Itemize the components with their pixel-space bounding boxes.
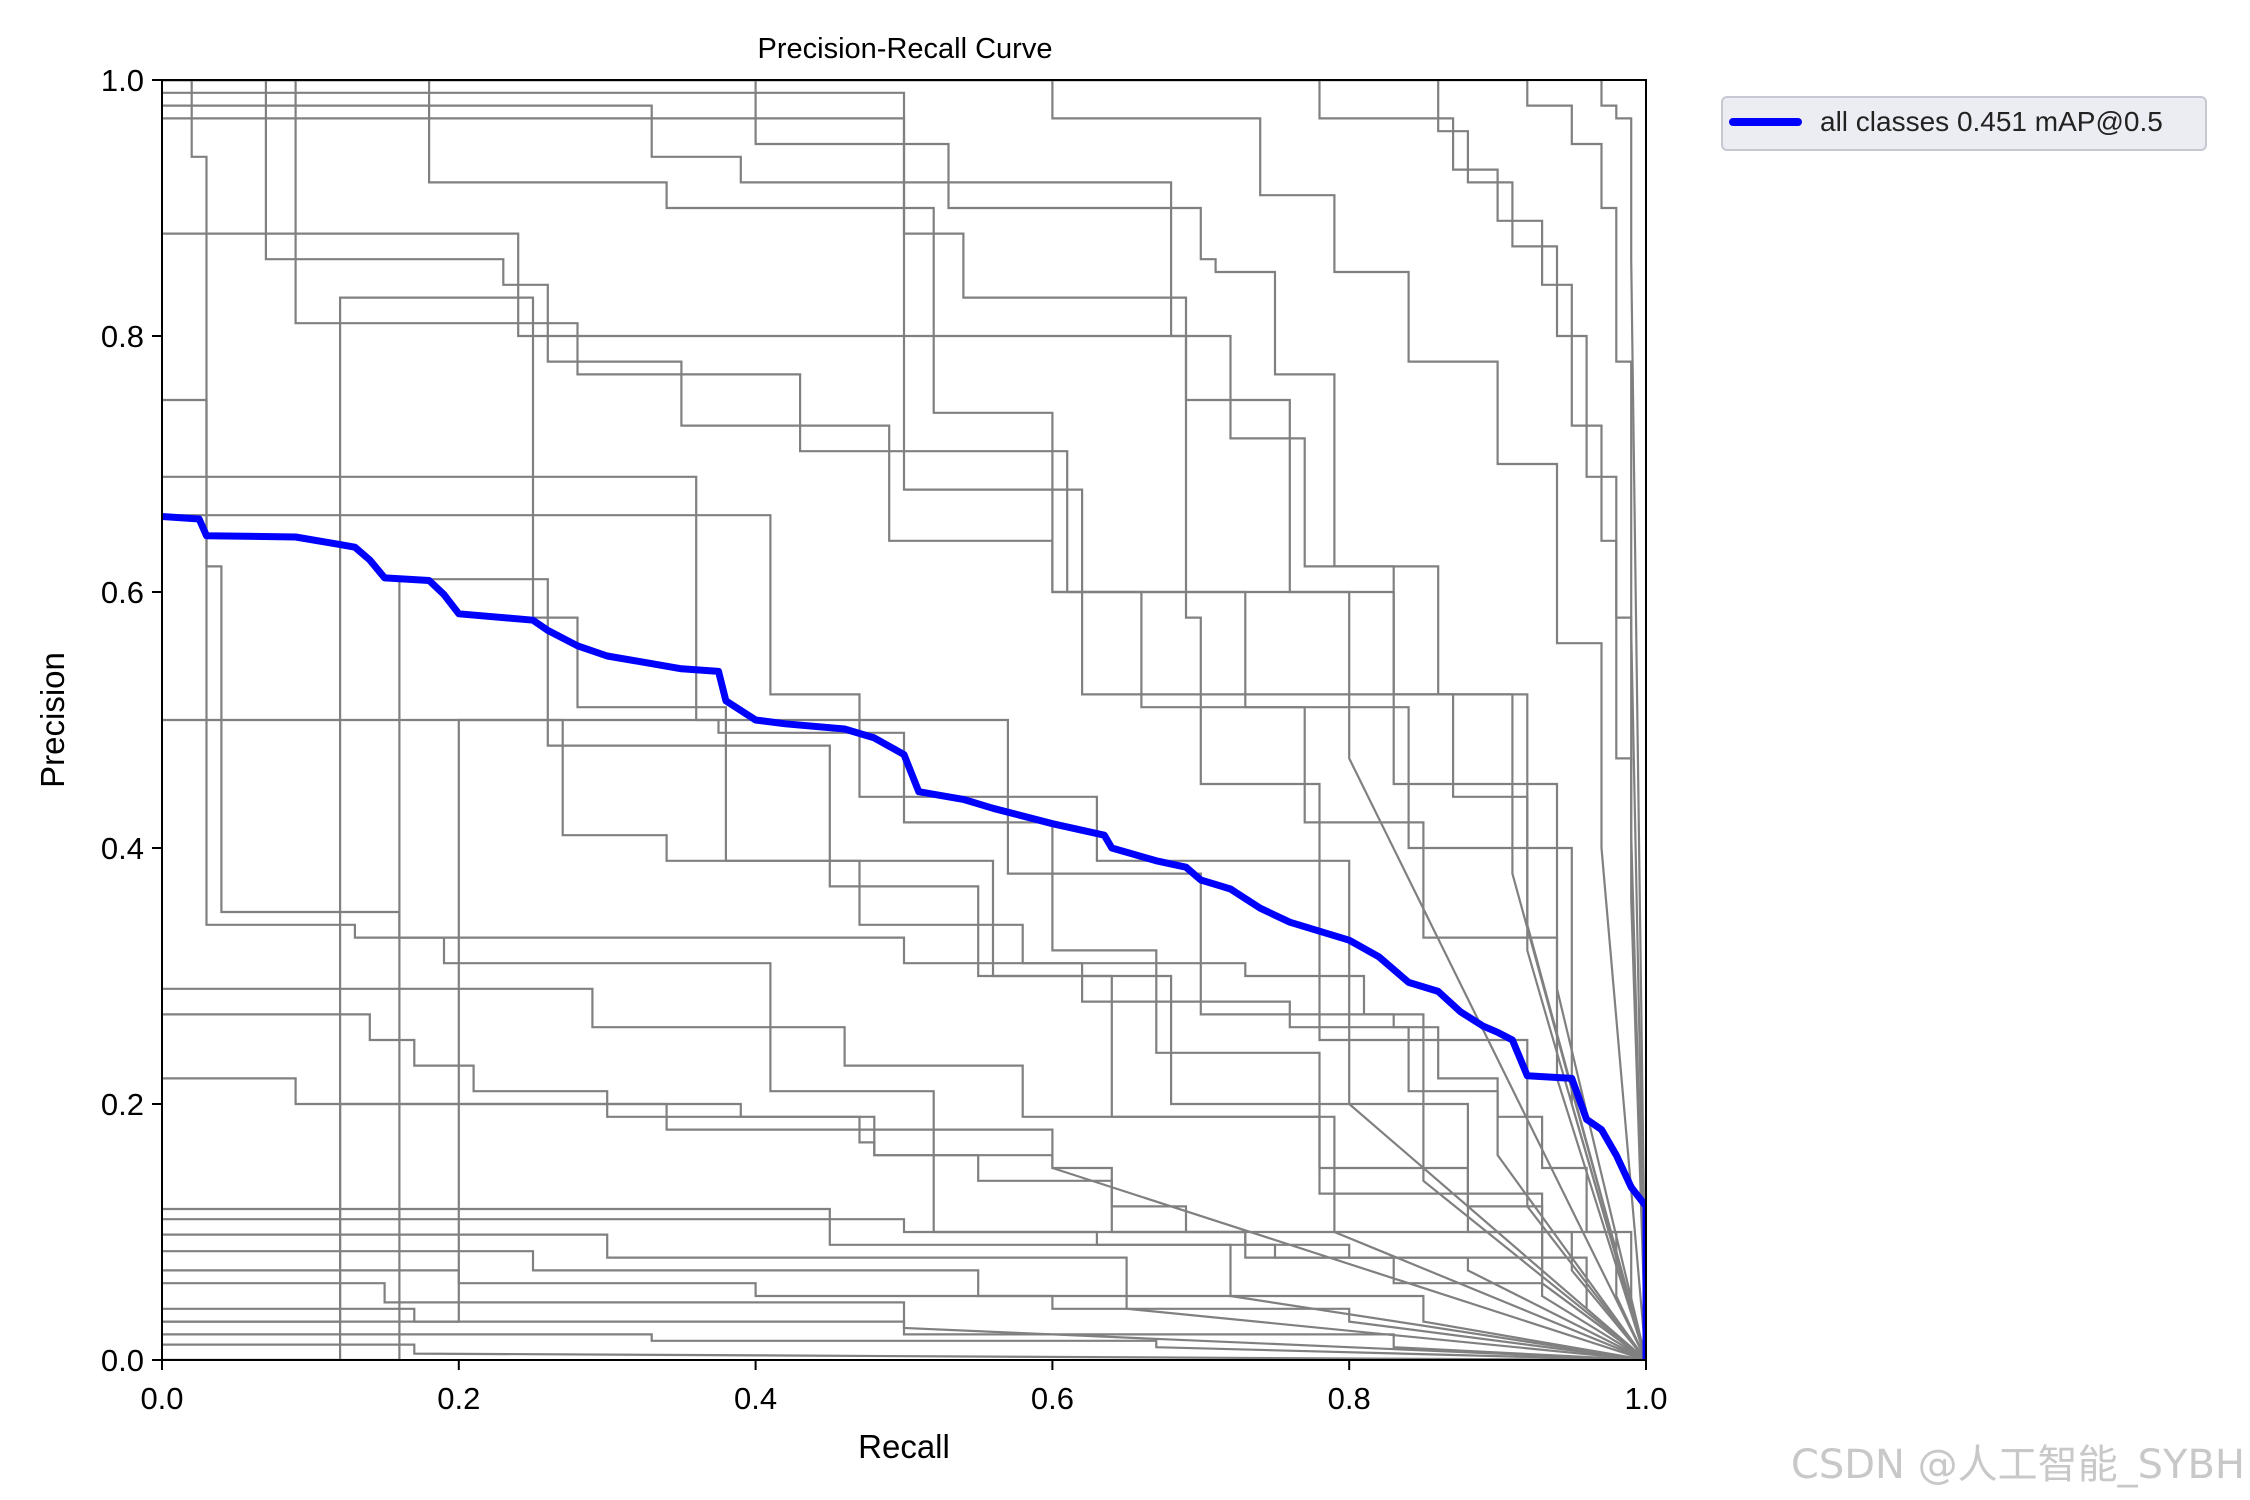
x-tick-label: 0.2: [437, 1381, 480, 1416]
class-curve-14: [162, 80, 1646, 1360]
class-curve-24: [162, 1207, 1646, 1360]
class-curve-26: [162, 1250, 1646, 1360]
legend: all classes 0.451 mAP@0.5: [1721, 96, 2207, 151]
y-tick-label: 0.4: [101, 831, 144, 866]
class-curve-6: [162, 718, 1646, 1360]
all-classes-series: [162, 513, 1646, 1360]
class-curve-27: [162, 1282, 1646, 1360]
class-curve-3: [162, 718, 1646, 1360]
class-curve-29: [162, 987, 1646, 1360]
x-tick-label: 0.4: [734, 1381, 777, 1416]
class-curve-16: [162, 80, 1646, 1360]
class-curve-9: [162, 578, 1646, 1360]
legend-box: [1721, 96, 2207, 151]
class-curve-32: [162, 232, 1646, 1360]
class-curve-33: [162, 80, 1646, 1360]
y-tick-label: 0.2: [101, 1087, 144, 1122]
class-curve-22: [162, 1333, 1646, 1360]
class-curves: [162, 80, 1646, 1360]
x-tick-label: 1.0: [1624, 1381, 1667, 1416]
x-axis-label: Recall: [858, 1428, 950, 1465]
chart-title: Precision-Recall Curve: [758, 33, 1053, 65]
class-curve-31: [162, 514, 1646, 1360]
class-curve-17: [162, 80, 1646, 1360]
class-curve-23: [162, 1343, 1646, 1360]
y-axis-label: Precision: [34, 652, 71, 788]
x-tick-label: 0.0: [140, 1381, 183, 1416]
all-classes-line: [162, 513, 1646, 1360]
class-curve-28: [162, 1077, 1646, 1360]
y-axis-ticks: 0.0 0.2 0.4 0.6 0.8 1.0: [101, 63, 162, 1378]
y-tick-label: 0.0: [101, 1343, 144, 1378]
class-curve-25: [162, 1233, 1646, 1360]
y-tick-label: 0.8: [101, 319, 144, 354]
class-curve-10: [162, 80, 1646, 1360]
x-tick-label: 0.6: [1031, 1381, 1074, 1416]
y-tick-label: 0.6: [101, 575, 144, 610]
class-curve-30: [162, 475, 1646, 1360]
x-axis-ticks: 0.0 0.2 0.4 0.6 0.8 1.0: [140, 1360, 1668, 1416]
watermark-text: CSDN @人工智能_SYBH: [1791, 1442, 2245, 1488]
x-tick-label: 0.8: [1328, 1381, 1371, 1416]
plot-frame: [161, 79, 1647, 1361]
class-curve-12: [162, 80, 1646, 1360]
class-curve-8: [162, 296, 1646, 1360]
class-curve-18: [162, 80, 1646, 1360]
legend-label: all classes 0.451 mAP@0.5: [1820, 106, 2163, 137]
y-tick-label: 1.0: [101, 63, 144, 98]
